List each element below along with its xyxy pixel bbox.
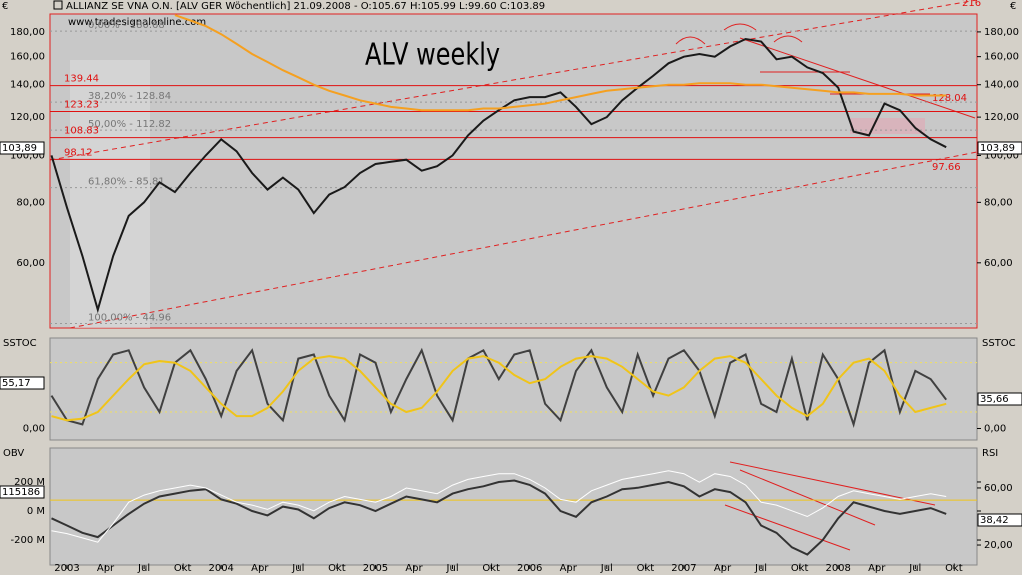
x-tick-label: 2005 bbox=[363, 563, 388, 574]
x-tick-label: Jul bbox=[754, 563, 767, 574]
last-value: 115186 bbox=[2, 487, 40, 498]
series-line bbox=[51, 479, 947, 556]
fib-label: 38,20% - 128.84 bbox=[88, 91, 171, 102]
channel-upper bbox=[49, 0, 978, 161]
series-line bbox=[51, 355, 947, 422]
currency-right: € bbox=[1010, 1, 1016, 12]
chart-title: ALLIANZ SE VNA O.N. [ALV GER Wöchentlich… bbox=[66, 1, 545, 12]
fib-label: 50,00% - 112.82 bbox=[88, 119, 171, 130]
x-tick-label: Okt bbox=[945, 563, 963, 574]
currency-left: € bbox=[2, 1, 8, 12]
down-trend bbox=[739, 37, 976, 119]
y-tick-label: 80,00 bbox=[16, 197, 45, 208]
series-line bbox=[50, 37, 947, 314]
y-tick-label: 0 M bbox=[27, 506, 45, 517]
last-value-box bbox=[977, 141, 1022, 155]
y-tick-label: 100,00 bbox=[10, 150, 45, 161]
highlight-zone bbox=[70, 60, 150, 328]
obv-trend-2 bbox=[739, 469, 876, 526]
x-tick-label: Apr bbox=[868, 563, 886, 574]
last-value-box bbox=[0, 485, 45, 499]
y2-tick-label: 20,00 bbox=[984, 540, 1013, 551]
caption: ALV weekly bbox=[365, 38, 500, 72]
x-tick-label: Apr bbox=[405, 563, 423, 574]
y-tick-label: 60,00 bbox=[16, 258, 45, 269]
channel-lines bbox=[49, 0, 978, 329]
last-value: 35,66 bbox=[980, 394, 1009, 405]
panel-label: OBV bbox=[3, 448, 24, 459]
x-tick-label: Jul bbox=[291, 563, 304, 574]
y-tick-label-right: 140,00 bbox=[984, 80, 1019, 91]
x-tick-label: Jul bbox=[137, 563, 150, 574]
source: www.tradesignalonline.com bbox=[68, 17, 206, 28]
last-value: 55,17 bbox=[2, 378, 31, 389]
top-arcs bbox=[675, 23, 803, 45]
sstoc-panel bbox=[49, 337, 978, 441]
level-label: 108.83 bbox=[64, 126, 99, 137]
y-tick-label-right: 160,00 bbox=[984, 52, 1019, 63]
last-value: 103,89 bbox=[980, 143, 1015, 154]
trend-label: 97.66 bbox=[932, 162, 961, 173]
x-tick-label: Okt bbox=[482, 563, 500, 574]
y-tick-label: 140,00 bbox=[10, 80, 45, 91]
last-value-box bbox=[977, 513, 1022, 527]
y-tick-label: -200 M bbox=[10, 535, 45, 546]
y-tick-label-right: 80,00 bbox=[984, 197, 1013, 208]
series-line bbox=[51, 470, 947, 543]
x-tick-label: Jul bbox=[446, 563, 459, 574]
y2-tick-label: 60,00 bbox=[984, 483, 1013, 494]
last-value-box bbox=[0, 376, 45, 390]
series-line bbox=[174, 14, 947, 112]
series-line bbox=[50, 347, 947, 428]
obv-panel bbox=[49, 447, 978, 566]
y-tick-label: 120,00 bbox=[10, 112, 45, 123]
x-tick-label: Okt bbox=[328, 563, 346, 574]
x-tick-label: Jul bbox=[908, 563, 921, 574]
trend-label: 216 bbox=[962, 0, 981, 9]
last-value: 38,42 bbox=[980, 515, 1009, 526]
obv-trend-1 bbox=[729, 461, 936, 506]
y-tick-label-right: 0,00 bbox=[984, 423, 1006, 434]
y-tick-label: 0,00 bbox=[23, 423, 45, 434]
level-label: 98.12 bbox=[64, 147, 93, 158]
x-tick-label: 2008 bbox=[825, 563, 850, 574]
last-value: 103,89 bbox=[2, 143, 37, 154]
fib-label: 100,00% - 44.96 bbox=[88, 312, 171, 323]
x-tick-label: Apr bbox=[560, 563, 578, 574]
x-tick-label: Jul bbox=[600, 563, 613, 574]
last-value-box bbox=[977, 392, 1022, 406]
last-value-box bbox=[0, 141, 45, 155]
y-tick-label-right: 60,00 bbox=[984, 258, 1013, 269]
y-tick-label-right: 180,00 bbox=[984, 27, 1019, 38]
level-label: 139.44 bbox=[64, 74, 99, 85]
checkbox[interactable] bbox=[53, 0, 63, 10]
x-tick-label: Okt bbox=[174, 563, 192, 574]
x-tick-label: 2004 bbox=[208, 563, 233, 574]
panel-label: SSTOC bbox=[3, 338, 37, 349]
panel-label-right: SSTOC bbox=[982, 338, 1016, 349]
channel-lower bbox=[69, 151, 978, 329]
y-tick-label: 200 M bbox=[14, 477, 45, 488]
x-tick-label: 2007 bbox=[671, 563, 696, 574]
fib-label: 0,00% - 180.68 bbox=[88, 20, 165, 31]
x-tick-label: 2006 bbox=[517, 563, 542, 574]
obv-trend-3 bbox=[724, 504, 851, 551]
x-tick-label: 2003 bbox=[54, 563, 79, 574]
x-tick-label: Apr bbox=[97, 563, 115, 574]
x-tick-label: Okt bbox=[791, 563, 809, 574]
panel-label-right: RSI bbox=[982, 448, 998, 459]
y-tick-label: 160,00 bbox=[10, 52, 45, 63]
fib-label: 61,80% - 85.81 bbox=[88, 177, 165, 188]
y-tick-label-right: 120,00 bbox=[984, 112, 1019, 123]
x-tick-label: Okt bbox=[637, 563, 655, 574]
x-tick-label: Apr bbox=[251, 563, 269, 574]
x-tick-label: Apr bbox=[714, 563, 732, 574]
price-panel bbox=[49, 13, 978, 329]
y-tick-label-right: 100,00 bbox=[984, 150, 1019, 161]
level-label: 123.23 bbox=[64, 100, 99, 111]
trend-label: 128.04 bbox=[932, 93, 967, 104]
y-tick-label: 180,00 bbox=[10, 27, 45, 38]
